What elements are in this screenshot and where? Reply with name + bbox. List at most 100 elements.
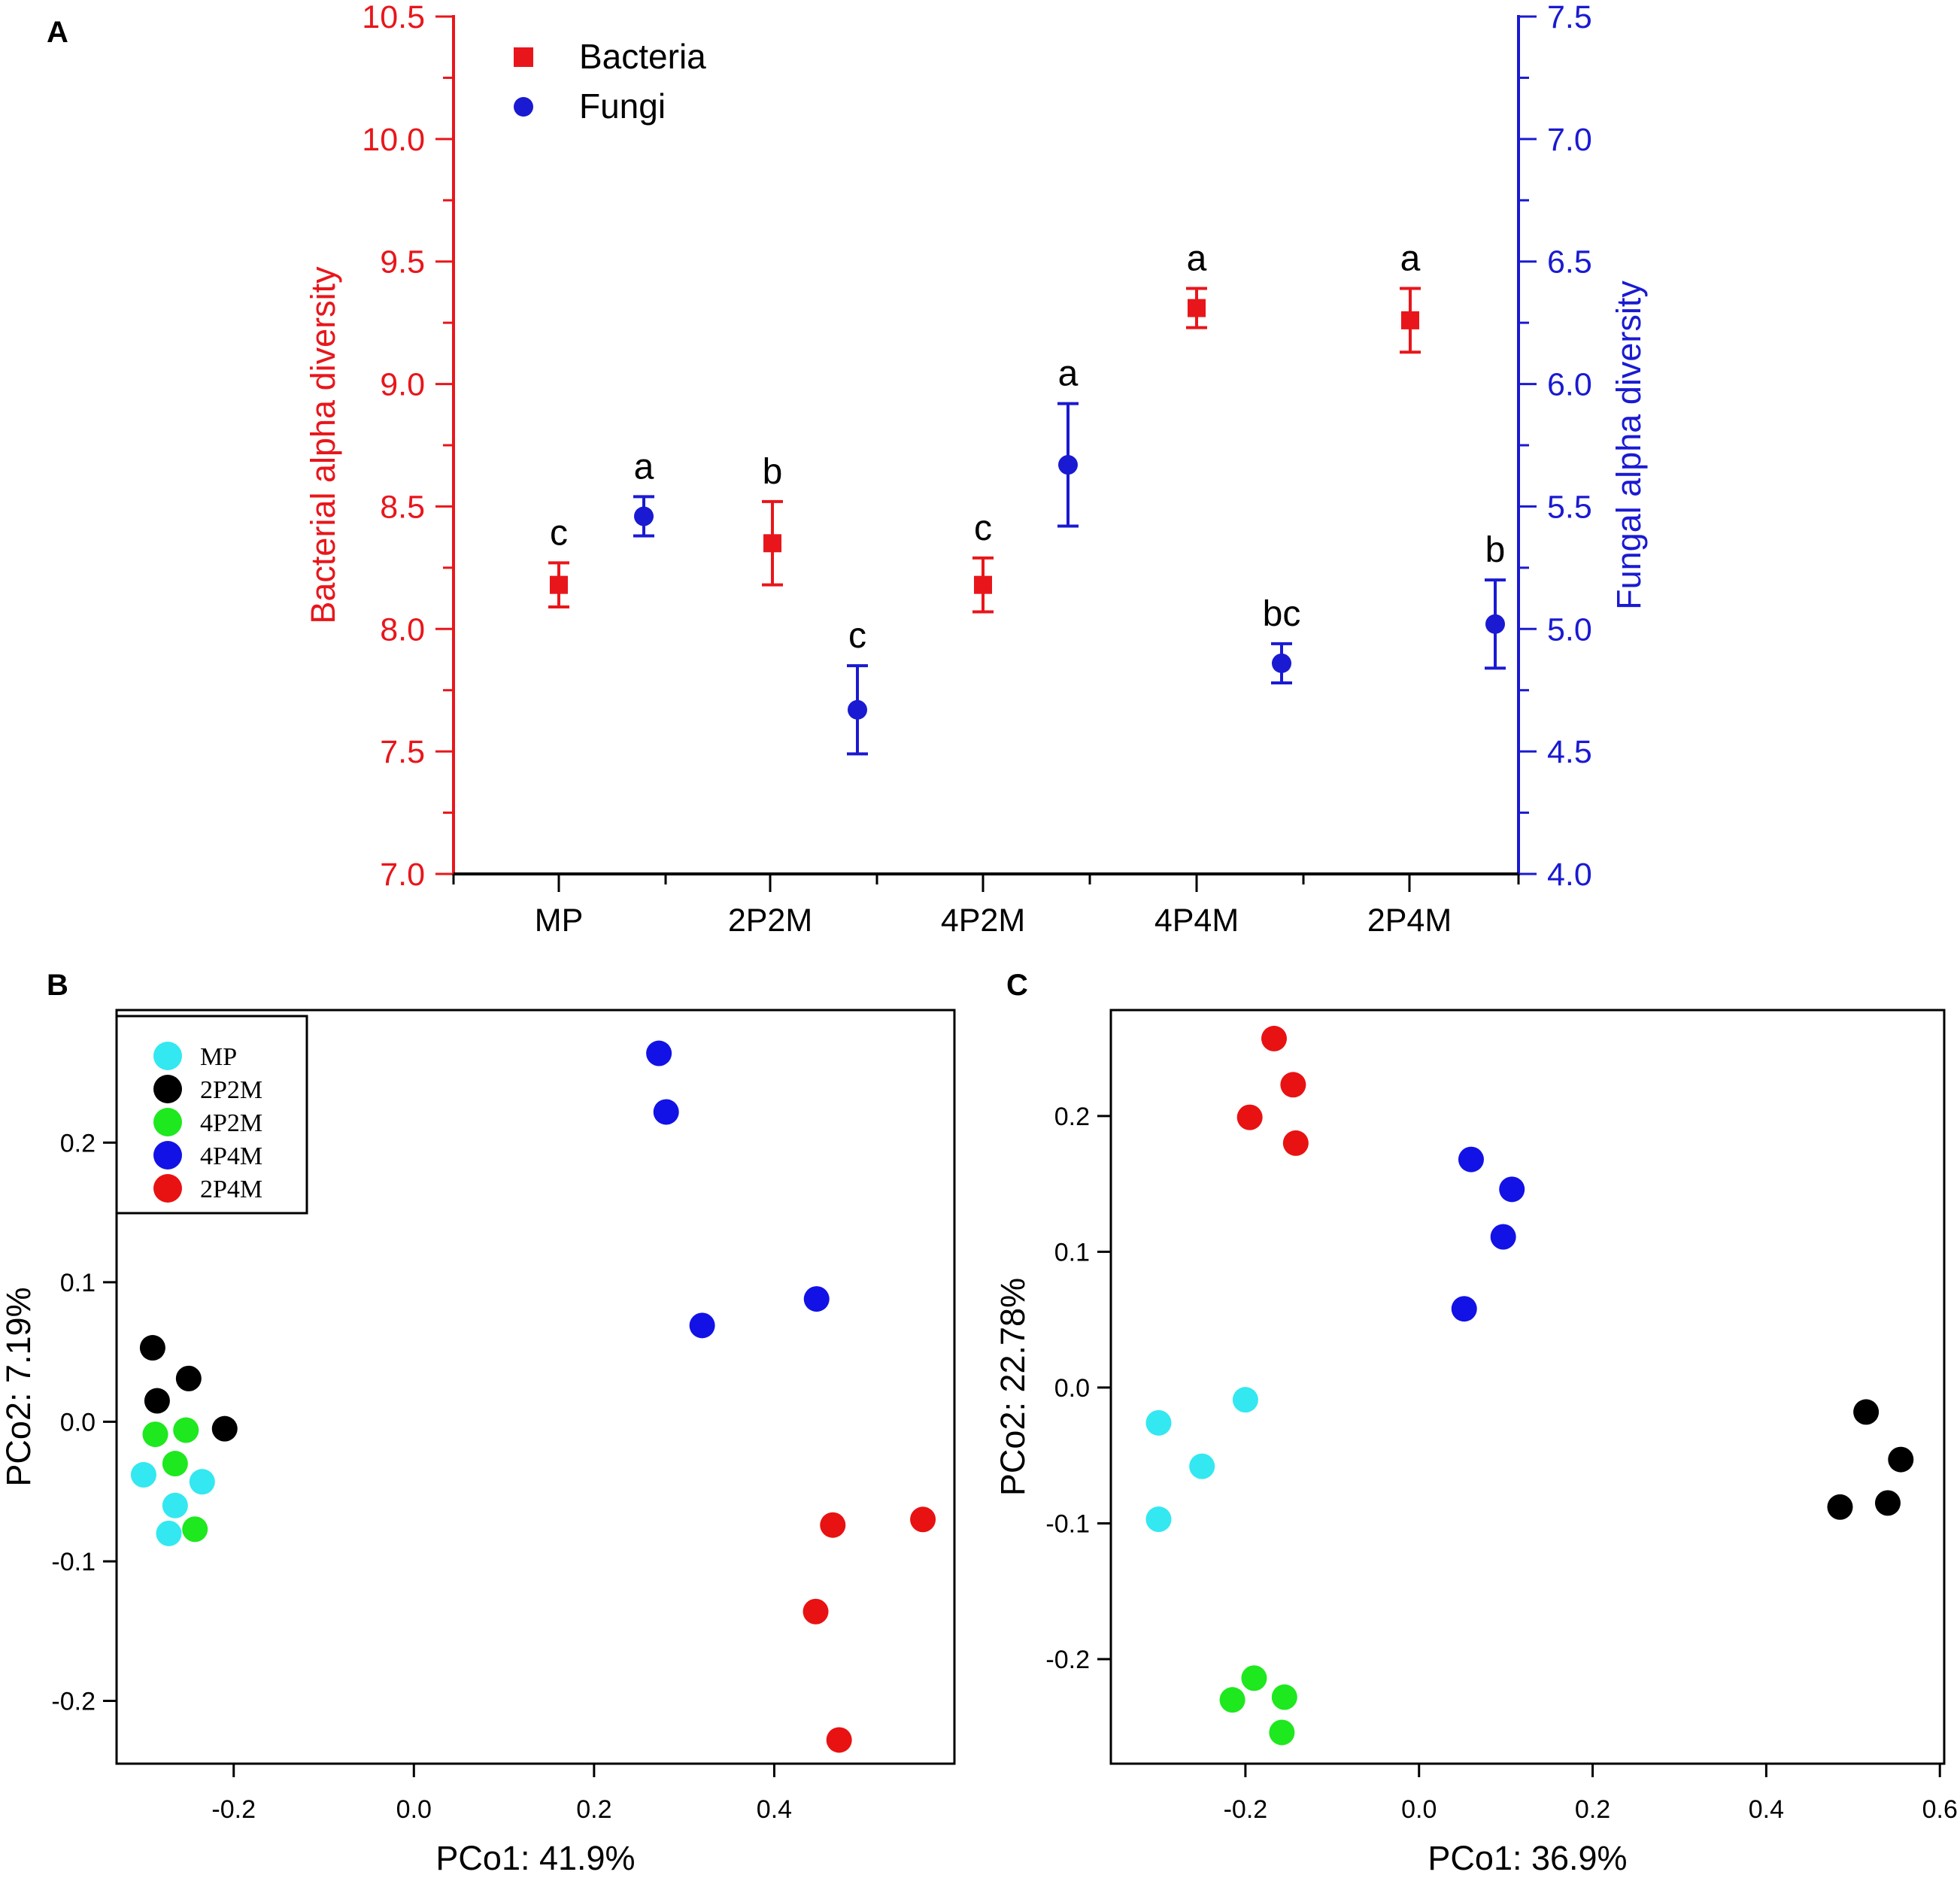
panel-b-label: B [47,969,68,1002]
point-2p2m [1853,1399,1880,1425]
panel-c: C -0.2 0.0 0.2 0.4 0.6 -0.2 -0.1 0.0 0.1 0.2 PCo1… [994,969,1958,1877]
right-y-tick-label: 4.5 [1547,734,1592,770]
panel-c-ticks: -0.2 0.0 0.2 0.4 0.6 -0.2 -0.1 0.0 0.1 0.2 [1045,1103,1957,1824]
legend-fungi-label: Fungi [579,86,666,126]
y-tick-label: 0.0 [1054,1374,1090,1403]
point-4p4m [653,1099,679,1125]
left-y-tick-label: 10.0 [362,122,425,158]
x-tick-label: -0.2 [1224,1795,1268,1824]
point-4p4m [1499,1176,1525,1203]
left-y-tick-label: 9.0 [380,367,425,403]
point-4p2m [1271,1684,1297,1710]
x-tick-label: 4P4M [1154,903,1239,939]
point-2p2m [175,1365,202,1391]
point-2p2m [1827,1494,1853,1520]
point-2p2m [144,1388,170,1414]
point-2p4m [820,1512,846,1538]
point-mp [130,1461,156,1488]
point-2p4m [910,1506,936,1533]
legend-4p2m-marker [153,1108,182,1136]
fungi-significance-letter: a [634,447,654,487]
y-tick-label: -0.2 [51,1688,96,1716]
right-y-axis-title: Fungal alpha diversity [1610,281,1648,610]
x-tick-label: 0.0 [396,1795,432,1824]
x-tick-label: 2P2M [728,903,812,939]
point-mp [189,1469,215,1495]
bacteria-significance-letter: a [1187,239,1207,279]
bacteria-significance-letter: c [974,508,992,548]
left-y-tick-label: 8.5 [380,489,425,525]
y-tick-label: 0.2 [60,1129,96,1157]
legend-box [115,1015,308,1215]
x-tick-label: 0.4 [757,1795,792,1824]
right-y-tick-label: 5.5 [1547,489,1592,525]
legend-4p4m-label: 4P4M [200,1142,262,1170]
y-tick-label: 0.2 [1054,1103,1090,1131]
panel-b: B -0.2 0.0 0.2 0.4 -0.2 -0.1 0.0 0.1 0.2 PCo1: 4… [0,969,956,1877]
point-4p2m [1241,1665,1267,1691]
legend-4p4m-marker [153,1141,182,1170]
point-4p4m [1458,1146,1484,1173]
point-mp [1145,1506,1172,1533]
bacteria-point [763,534,781,553]
point-2p4m [1236,1104,1263,1130]
point-2p4m [1282,1130,1309,1156]
point-mp [1232,1387,1258,1413]
panel-b-ticks: -0.2 0.0 0.2 0.4 -0.2 -0.1 0.0 0.1 0.2 [51,1129,792,1824]
point-2p4m [826,1727,852,1753]
right-y-tick-label: 7.5 [1547,0,1592,35]
left-y-tick-label: 7.5 [380,734,425,770]
legend-2p2m-label: 2P2M [200,1076,262,1104]
panel-a-label: A [47,16,68,49]
y-tick-label: -0.2 [1045,1646,1090,1674]
point-mp [1189,1453,1215,1479]
fungi-significance-letter: a [1058,354,1079,394]
right-y-tick-label: 6.5 [1547,244,1592,281]
legend-bacteria-marker [514,47,533,67]
point-4p2m [142,1421,168,1448]
bacteria-point [974,575,992,594]
point-2p4m [803,1598,829,1625]
right-y-tick-label: 5.0 [1547,611,1592,648]
legend-2p2m-marker [153,1075,182,1103]
legend-2p4m-label: 2P4M [200,1176,262,1203]
point-2p4m [1280,1072,1306,1098]
y-tick-label: 0.0 [60,1408,96,1437]
right-y-ticks: 4.0 4.5 5.0 5.5 6.0 6.5 7.0 7.5 [1519,0,1592,893]
x-ticks: MP 2P2M 4P2M 4P4M 2P4M [452,874,1520,939]
left-y-tick-label: 8.0 [380,611,425,648]
panel-a: A 7.0 7.5 8.0 8.5 9.0 9.5 10.0 10.5 4.0 4.5 5.0 5.… [47,0,1648,939]
bacteria-point [1401,311,1419,329]
point-4p4m [1490,1224,1516,1250]
point-4p2m [173,1417,199,1443]
panel-b-plot-frame [115,1009,956,1765]
point-4p2m [162,1451,188,1477]
x-tick-label: 0.2 [576,1795,611,1824]
bacteria-significance-letter: a [1400,239,1421,279]
y-tick-label: 0.1 [60,1269,96,1297]
x-tick-label: 0.0 [1401,1795,1437,1824]
fungi-significance-letter: b [1485,530,1506,570]
legend-mp-label: MP [200,1043,237,1071]
panel-b-y-axis-title: PCo2: 7.19% [0,1287,38,1486]
panel-b-x-axis-title: PCo1: 41.9% [435,1839,635,1877]
x-tick-label: 2P4M [1367,903,1452,939]
fungi-significance-letter: bc [1263,594,1301,634]
left-y-tick-label: 7.0 [380,857,425,893]
y-tick-label: -0.1 [51,1548,96,1576]
x-tick-label: 0.6 [1922,1795,1958,1824]
point-mp [162,1492,188,1518]
point-4p4m [1451,1296,1477,1322]
fungi-point [1058,455,1078,475]
legend-2p4m-marker [153,1174,182,1203]
point-mp [1145,1409,1172,1436]
fungi-point [848,699,867,720]
left-y-tick-label: 10.5 [362,0,425,35]
point-2p4m [1261,1025,1287,1051]
fungi-significance-letter: c [848,616,866,656]
legend-fungi-marker [514,97,533,117]
point-2p2m [139,1335,165,1361]
point-4p2m [1269,1719,1295,1746]
